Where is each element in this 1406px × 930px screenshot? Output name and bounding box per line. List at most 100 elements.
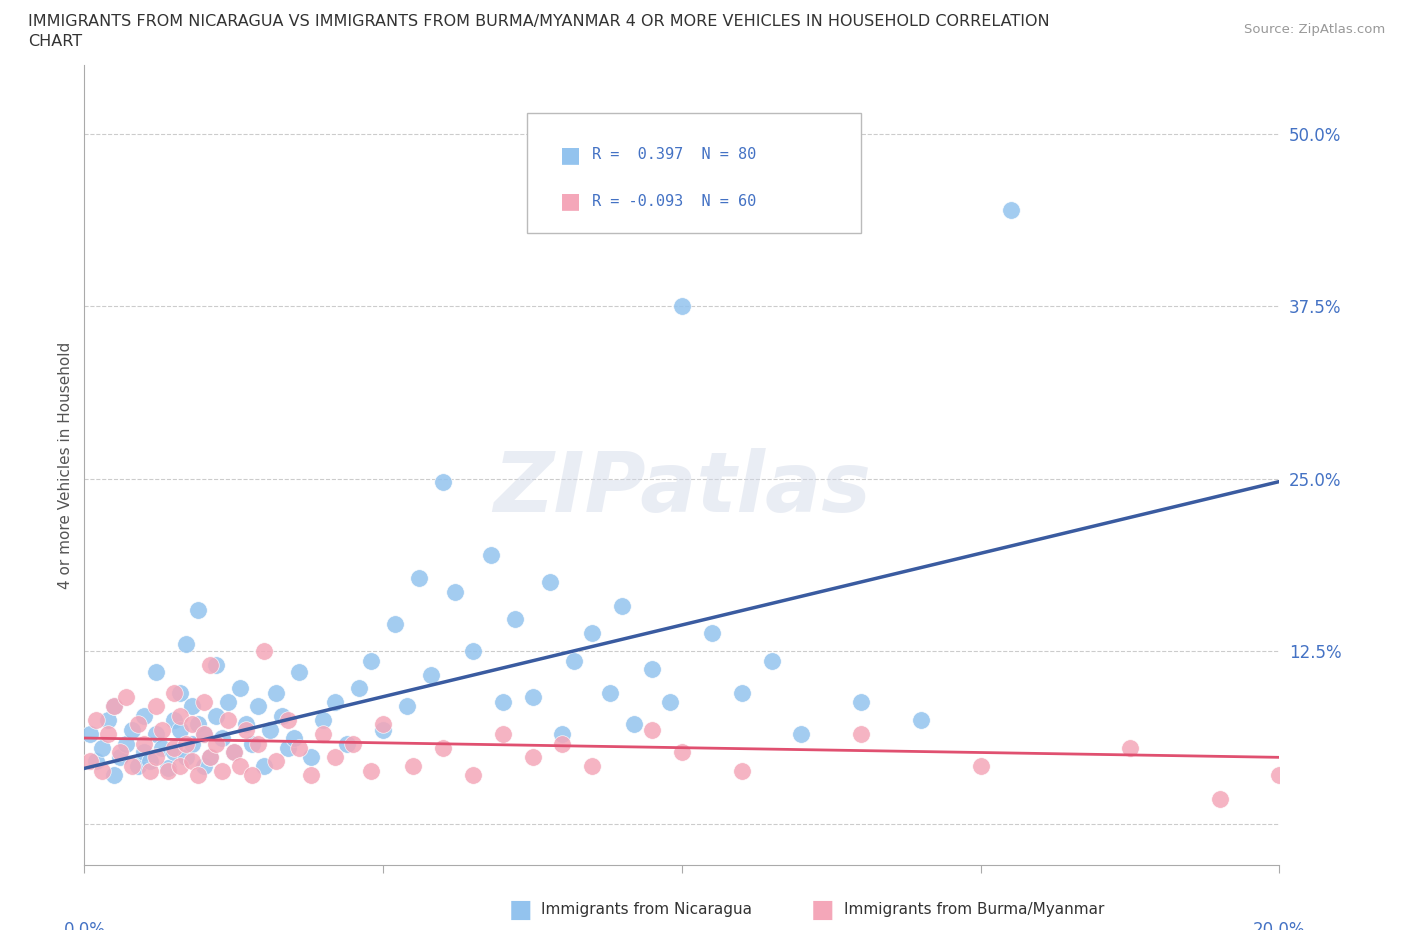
Point — [970, 758, 993, 773]
Point — [581, 626, 603, 641]
Point — [503, 612, 526, 627]
Point — [492, 726, 515, 741]
Point — [1000, 203, 1022, 218]
Point — [121, 758, 143, 773]
Point — [325, 695, 347, 710]
Point — [641, 661, 664, 676]
Point — [277, 740, 299, 755]
Point — [373, 717, 395, 732]
Point — [461, 768, 484, 783]
Point — [551, 726, 574, 741]
Point — [384, 617, 406, 631]
Point — [599, 685, 621, 700]
Point — [312, 712, 335, 727]
Point — [157, 761, 180, 776]
Point — [150, 723, 173, 737]
Point — [1209, 791, 1232, 806]
Point — [115, 737, 138, 751]
Point — [228, 758, 252, 773]
Point — [851, 695, 873, 710]
Text: ■: ■ — [509, 897, 531, 922]
Point — [110, 750, 132, 764]
Point — [671, 744, 693, 759]
Point — [110, 744, 132, 759]
Text: Immigrants from Burma/Myanmar: Immigrants from Burma/Myanmar — [844, 902, 1104, 917]
Point — [492, 695, 515, 710]
Point — [1119, 740, 1142, 755]
Point — [240, 737, 263, 751]
Point — [163, 712, 186, 727]
Point — [360, 764, 382, 778]
Point — [193, 726, 215, 741]
Point — [193, 726, 215, 741]
Point — [336, 737, 359, 751]
Point — [659, 695, 682, 710]
Point — [174, 637, 197, 652]
Text: IMMIGRANTS FROM NICARAGUA VS IMMIGRANTS FROM BURMA/MYANMAR 4 OR MORE VEHICLES IN: IMMIGRANTS FROM NICARAGUA VS IMMIGRANTS … — [28, 14, 1050, 29]
Point — [564, 654, 586, 669]
Point — [612, 598, 634, 613]
Point — [253, 644, 276, 658]
Point — [790, 726, 813, 741]
Point — [288, 664, 311, 679]
Point — [1268, 768, 1291, 783]
Point — [432, 474, 454, 489]
Point — [115, 689, 138, 704]
Point — [97, 726, 120, 741]
Point — [169, 723, 191, 737]
Point — [277, 712, 299, 727]
Point — [205, 709, 228, 724]
Point — [127, 758, 149, 773]
Point — [103, 768, 125, 783]
Text: R =  0.397  N = 80: R = 0.397 N = 80 — [592, 147, 756, 162]
Point — [79, 754, 101, 769]
Point — [211, 764, 233, 778]
Point — [910, 712, 932, 727]
Point — [157, 764, 180, 778]
Point — [641, 723, 664, 737]
Point — [240, 768, 263, 783]
Point — [408, 571, 430, 586]
Point — [479, 547, 502, 562]
Point — [145, 698, 167, 713]
Point — [187, 768, 209, 783]
Point — [301, 768, 323, 783]
Point — [373, 723, 395, 737]
Point — [91, 740, 114, 755]
Point — [420, 667, 443, 682]
Point — [270, 709, 292, 724]
Y-axis label: 4 or more Vehicles in Household: 4 or more Vehicles in Household — [58, 341, 73, 589]
Point — [150, 740, 173, 755]
Point — [581, 758, 603, 773]
Point — [163, 685, 186, 700]
Text: ZIPatlas: ZIPatlas — [494, 448, 870, 529]
Point — [264, 685, 287, 700]
Point — [671, 299, 693, 313]
Point — [432, 740, 454, 755]
Point — [235, 717, 257, 732]
Point — [139, 764, 162, 778]
Point — [132, 737, 156, 751]
Point — [169, 758, 191, 773]
Point — [205, 658, 228, 672]
Point — [145, 750, 167, 764]
Point — [139, 754, 162, 769]
Point — [181, 754, 204, 769]
Point — [187, 717, 209, 732]
Point — [79, 726, 101, 741]
Point — [187, 603, 209, 618]
Text: R = -0.093  N = 60: R = -0.093 N = 60 — [592, 193, 756, 208]
Point — [246, 698, 269, 713]
Point — [222, 744, 245, 759]
Point — [301, 750, 323, 764]
Text: Source: ZipAtlas.com: Source: ZipAtlas.com — [1244, 23, 1385, 36]
Point — [86, 712, 108, 727]
Point — [246, 737, 269, 751]
Point — [342, 737, 364, 751]
Point — [198, 658, 221, 672]
Point — [198, 750, 221, 764]
Point — [235, 723, 257, 737]
Point — [163, 744, 186, 759]
Point — [169, 685, 191, 700]
Text: Immigrants from Nicaragua: Immigrants from Nicaragua — [541, 902, 752, 917]
